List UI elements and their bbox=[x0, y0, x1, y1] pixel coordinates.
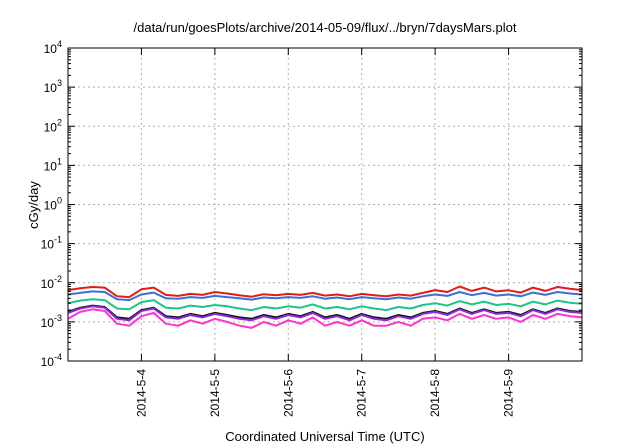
series-line-3 bbox=[67, 298, 583, 312]
y-ticks: 10-4 10-3 10-2 10-1 100 101 102 103 104 bbox=[41, 39, 582, 369]
y-tick-label: 103 bbox=[44, 78, 62, 95]
chart-title: /data/run/goesPlots/archive/2014-05-09/f… bbox=[134, 20, 517, 35]
x-tick-label: 2014-5-5 bbox=[208, 369, 222, 417]
series-group bbox=[67, 285, 583, 329]
y-tick-label: 10-1 bbox=[41, 235, 62, 252]
y-axis-label: cGy/day bbox=[26, 181, 41, 229]
series-line-1 bbox=[67, 285, 583, 299]
grid bbox=[68, 48, 582, 361]
y-tick-label: 10-2 bbox=[41, 274, 62, 291]
y-tick-label: 100 bbox=[44, 196, 62, 213]
y-tick-label: 101 bbox=[44, 156, 62, 173]
x-tick-label: 2014-5-6 bbox=[281, 369, 295, 417]
x-tick-label: 2014-5-4 bbox=[134, 369, 148, 417]
y-tick-label: 10-3 bbox=[41, 313, 62, 330]
x-ticks: 2014-5-4 2014-5-5 2014-5-6 2014-5-7 2014-5-8… bbox=[134, 48, 516, 417]
x-axis-label: Coordinated Universal Time (UTC) bbox=[225, 429, 424, 444]
y-tick-label: 104 bbox=[44, 39, 62, 56]
x-tick-label: 2014-5-7 bbox=[355, 369, 369, 417]
series-line-6 bbox=[67, 308, 583, 329]
x-tick-label: 2014-5-9 bbox=[502, 369, 516, 417]
series-line-5 bbox=[67, 305, 583, 322]
x-tick-label: 2014-5-8 bbox=[428, 369, 442, 417]
series-line-2 bbox=[67, 290, 583, 302]
y-tick-label: 102 bbox=[44, 117, 62, 134]
y-tick-label: 10-4 bbox=[41, 352, 62, 369]
